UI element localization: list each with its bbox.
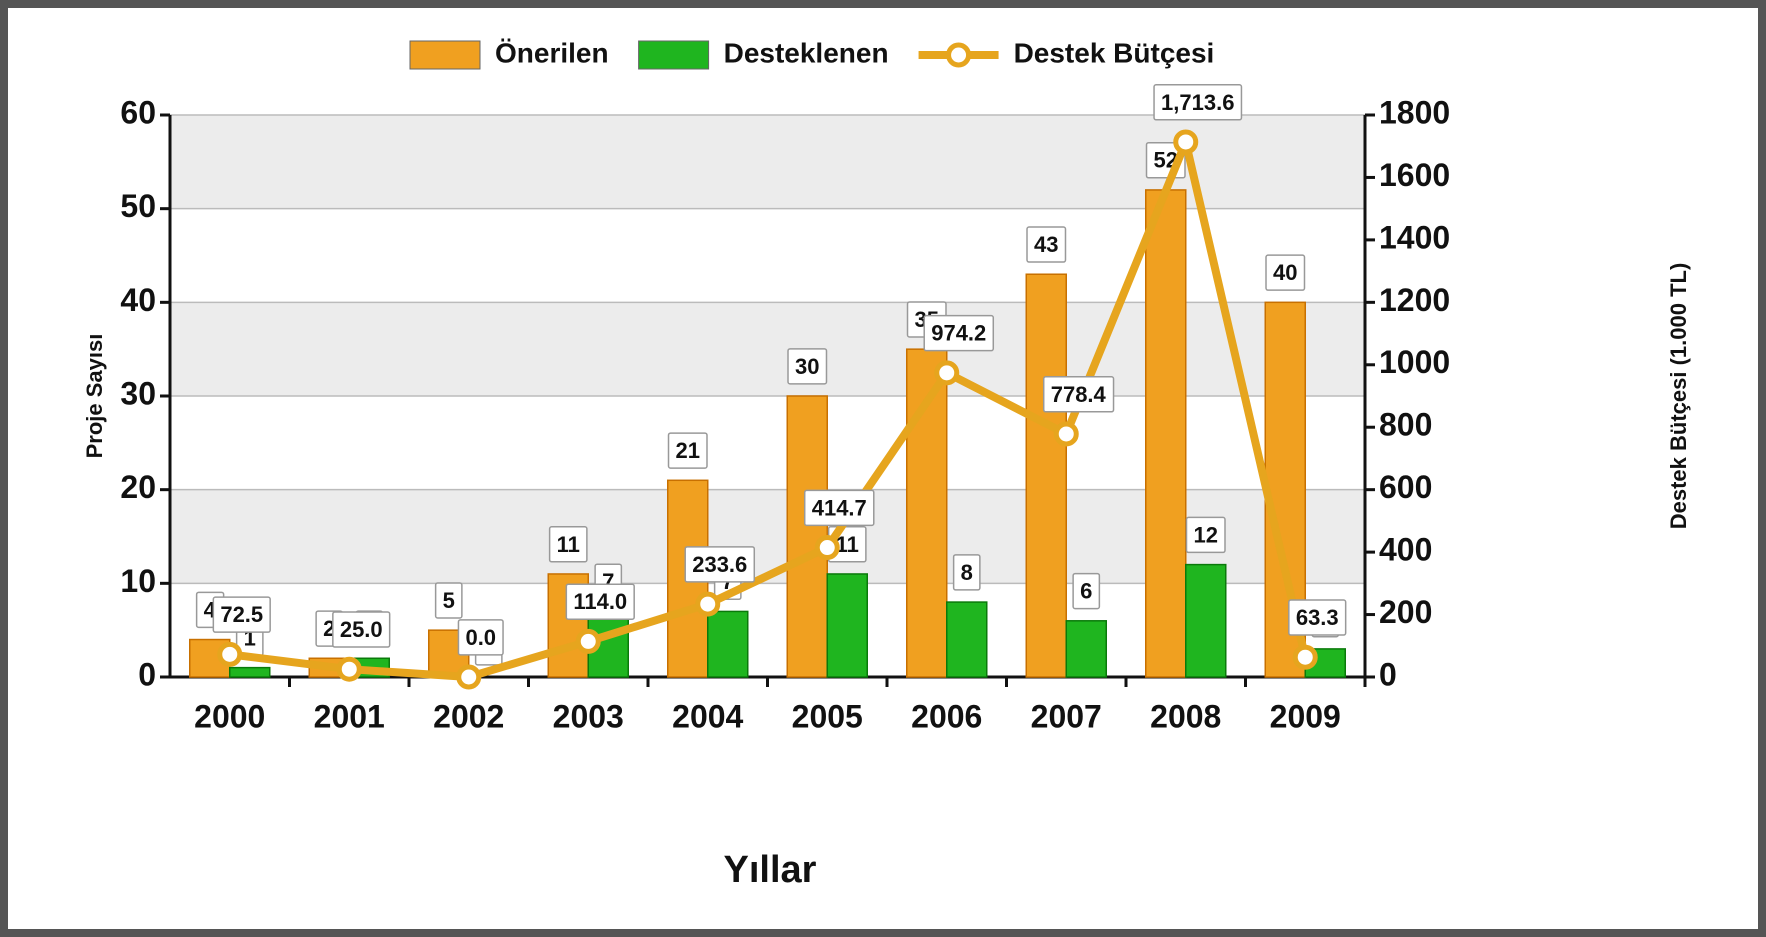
data-label: 43: [1034, 232, 1058, 257]
bar: [1145, 189, 1187, 678]
data-label: 0.0: [465, 625, 496, 650]
y2-tick-label: 200: [1379, 594, 1432, 630]
data-label-box: [457, 619, 504, 656]
x-tick-label: 2009: [1270, 698, 1341, 734]
legend-label: Desteklenen: [724, 37, 889, 68]
y2-tick-label: 400: [1379, 532, 1432, 568]
data-label-box: [1042, 376, 1115, 413]
bar: [826, 573, 868, 678]
data-label: 21: [676, 438, 700, 463]
data-label: 8: [961, 560, 973, 585]
x-tick-label: 2007: [1031, 698, 1102, 734]
data-label: 233.6: [692, 552, 747, 577]
data-label: 1,713.6: [1161, 90, 1234, 115]
x-tick-label: 2001: [314, 698, 385, 734]
data-label: 72.5: [220, 602, 263, 627]
line-point: [1292, 644, 1318, 670]
data-label-box: [667, 432, 708, 469]
data-label: 6: [1080, 579, 1092, 604]
y-tick-label: 10: [120, 563, 156, 599]
y2-tick-label: 1000: [1379, 344, 1450, 380]
x-tick-label: 2005: [792, 698, 863, 734]
legend-swatch: [638, 40, 710, 70]
y2-tick-label: 1600: [1379, 157, 1450, 193]
data-label: 40: [1273, 260, 1297, 285]
data-label: 11: [557, 532, 580, 557]
data-label: 11: [836, 532, 859, 557]
y-tick-label: 30: [120, 375, 156, 411]
line-point: [217, 641, 243, 667]
bar: [786, 395, 828, 678]
data-label-box: [952, 554, 981, 591]
data-label: 12: [1194, 522, 1218, 547]
y2-tick-label: 800: [1379, 407, 1432, 443]
y2-axis-label: Destek Bütçesi (1.000 TL): [1666, 263, 1691, 530]
y2-tick-label: 600: [1379, 469, 1432, 505]
data-label-box: [1185, 516, 1226, 554]
data-label-box: [565, 583, 635, 620]
bar: [1185, 563, 1227, 678]
bar: [229, 666, 271, 678]
y-tick-label: 20: [120, 469, 156, 505]
data-label-box: [923, 314, 995, 352]
line-point: [1173, 129, 1199, 155]
y2-tick-label: 1200: [1379, 282, 1450, 318]
data-label-box: [332, 611, 391, 648]
x-tick-label: 2003: [553, 698, 624, 734]
data-label-box: [1072, 572, 1101, 610]
data-label: 778.4: [1051, 382, 1107, 407]
y-tick-label: 50: [120, 188, 156, 224]
legend-label: Önerilen: [495, 37, 609, 68]
bar: [707, 610, 749, 678]
data-label-box: [1265, 254, 1306, 291]
x-axis-label: Yıllar: [724, 849, 817, 891]
line-point: [814, 535, 840, 561]
bar: [1025, 273, 1067, 678]
data-label-box: [1153, 84, 1243, 121]
y2-tick-label: 1400: [1379, 219, 1450, 255]
data-label-box: [684, 546, 756, 583]
legend-label: Destek Bütçesi: [1014, 37, 1215, 68]
data-label-box: [434, 582, 463, 619]
x-tick-label: 2006: [911, 698, 982, 734]
y2-tick-label: 1800: [1379, 94, 1450, 130]
line: [229, 137, 1310, 681]
y2-tick-label: 0: [1379, 656, 1397, 692]
line-point: [575, 628, 601, 654]
x-tick-label: 2000: [194, 698, 265, 734]
y-axis-label: Proje Sayısı: [82, 334, 107, 459]
data-label-box: [1026, 226, 1067, 263]
line-point: [456, 664, 482, 690]
data-label: 114.0: [573, 589, 627, 614]
legend-swatch: [946, 42, 972, 68]
data-label: 63.3: [1296, 605, 1339, 630]
line-point: [934, 360, 960, 386]
data-label-box: [548, 526, 588, 563]
bar: [946, 601, 988, 678]
line-point: [1053, 421, 1079, 447]
x-tick-label: 2008: [1150, 698, 1221, 734]
legend-swatch: [409, 40, 481, 70]
line-point: [695, 591, 721, 617]
y-tick-label: 40: [120, 282, 156, 318]
data-label: 974.2: [931, 321, 986, 346]
y-tick-label: 0: [138, 656, 156, 692]
x-tick-label: 2004: [672, 698, 743, 734]
x-tick-label: 2002: [433, 698, 504, 734]
data-label: 414.7: [812, 495, 867, 520]
data-label: 5: [443, 588, 455, 613]
line-point: [336, 656, 362, 682]
bar: [1065, 620, 1107, 678]
y-tick-label: 60: [120, 94, 156, 130]
data-label: 25.0: [340, 617, 383, 642]
data-label-box: [787, 348, 828, 385]
data-label-box: [212, 596, 271, 633]
data-label-box: [803, 489, 875, 527]
data-label-box: [1288, 599, 1347, 636]
data-label: 30: [795, 354, 819, 379]
